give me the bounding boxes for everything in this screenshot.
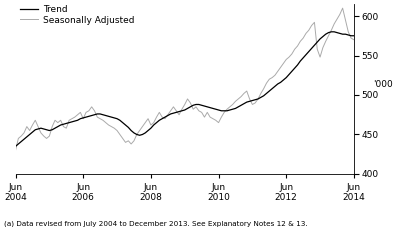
Text: (a) Data revised from July 2004 to December 2013. See Explanatory Notes 12 & 13.: (a) Data revised from July 2004 to Decem…	[4, 220, 308, 227]
Y-axis label: '000: '000	[373, 80, 393, 89]
Legend: Trend, Seasonally Adjusted: Trend, Seasonally Adjusted	[20, 5, 134, 25]
